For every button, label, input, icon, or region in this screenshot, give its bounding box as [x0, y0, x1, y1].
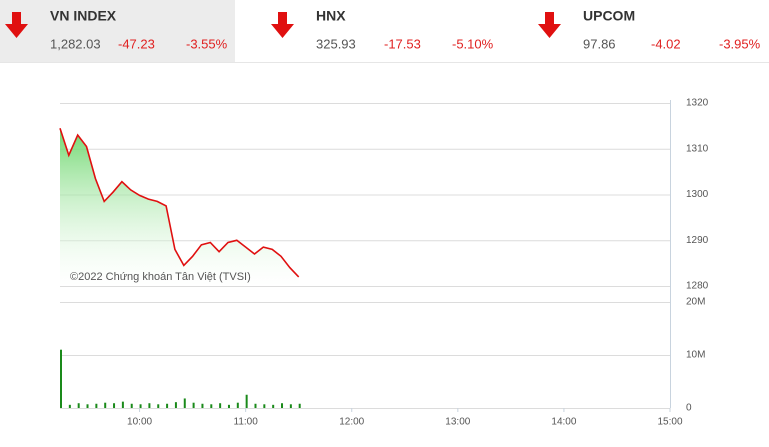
volume-bar [157, 404, 160, 408]
volume-bar [113, 403, 116, 408]
x-tick-label: 13:00 [445, 417, 470, 428]
index-name: VN INDEX [50, 8, 117, 24]
volume-bar [254, 403, 257, 408]
active-tab-bg [0, 0, 235, 62]
volume-bar [166, 403, 169, 408]
volume-bar [86, 404, 89, 408]
copyright: ©2022 Chứng khoán Tân Việt (TVSI) [70, 271, 251, 283]
price-line [59, 127, 300, 278]
volume-bar [148, 403, 151, 408]
volume-bar [236, 402, 239, 408]
volume-bar [174, 402, 177, 408]
x-tick-label: 14:00 [551, 417, 576, 428]
price-area [60, 128, 299, 286]
volume-bar [210, 404, 213, 408]
down-arrow [538, 12, 561, 38]
volume-bar [192, 402, 195, 408]
volume-bar [289, 404, 292, 408]
y-tick-label: 20M [686, 297, 705, 308]
volume-bar [263, 404, 266, 408]
index-percent: -3.95% [719, 36, 761, 51]
index-value: 1,282.03 [50, 36, 101, 51]
index-percent: -5.10% [452, 36, 494, 51]
x-tick-label: 11:00 [234, 417, 259, 428]
volume-bar [95, 403, 98, 408]
index-change: -17.53 [384, 36, 421, 51]
index-change: -4.02 [651, 36, 681, 51]
y-tick-label: 1300 [686, 189, 709, 200]
volume-bar [77, 403, 80, 408]
volume-bar [219, 403, 222, 408]
volume-bar [183, 398, 186, 408]
down-arrow [5, 12, 28, 38]
volume-bar [139, 404, 142, 408]
y-tick-label: 0 [686, 403, 692, 414]
volume-bar [298, 403, 301, 408]
x-tick-label: 12:00 [339, 417, 364, 428]
index-name: UPCOM [583, 8, 635, 24]
volume-bar [121, 401, 124, 408]
volume-bar [104, 402, 107, 408]
y-tick-label: 1320 [686, 98, 709, 109]
y-tick-label: 1280 [686, 281, 709, 292]
volume-bar [68, 404, 71, 408]
x-tick-label: 15:00 [657, 417, 682, 428]
volume-bar [130, 403, 133, 408]
index-value: 97.86 [583, 36, 616, 51]
volume-bar [281, 403, 284, 408]
volume-bar [201, 403, 204, 408]
y-tick-label: 1310 [686, 143, 709, 154]
volume-bar [272, 404, 275, 408]
y-tick-label: 10M [686, 350, 705, 361]
index-value: 325.93 [316, 36, 356, 51]
down-arrow [271, 12, 294, 38]
x-tick-label: 10:00 [127, 417, 152, 428]
y-tick-label: 1290 [686, 235, 709, 246]
volume-bar [60, 349, 62, 408]
index-name: HNX [316, 8, 346, 24]
index-percent: -3.55% [186, 36, 228, 51]
index-change: -47.23 [118, 36, 155, 51]
volume-bar [245, 394, 248, 408]
volume-bar [227, 404, 230, 408]
